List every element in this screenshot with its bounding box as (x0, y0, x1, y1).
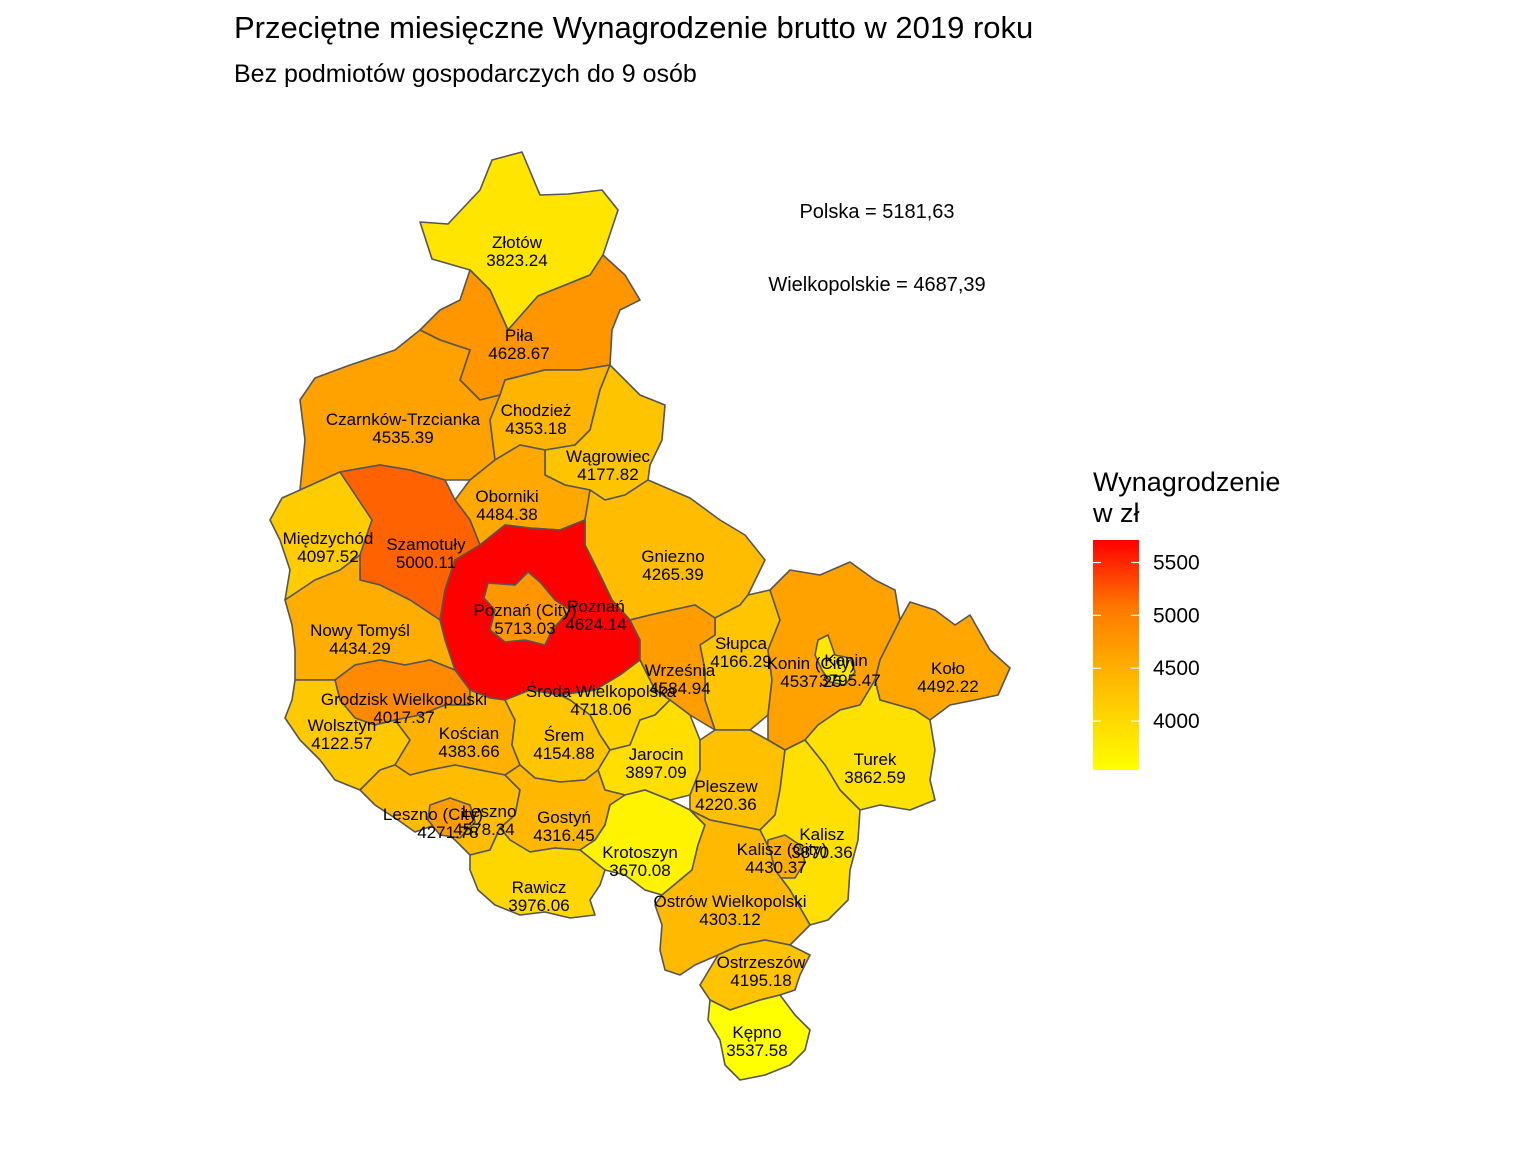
region-value: 4220.36 (695, 795, 756, 814)
region-label: Konin (City) (767, 654, 856, 673)
region-value: 4628.67 (488, 344, 549, 363)
region-value: 4122.57 (311, 734, 372, 753)
region-value: 4265.39 (642, 565, 703, 584)
region-value: 4484.38 (476, 505, 537, 524)
region-value: 4303.12 (699, 910, 760, 929)
region-label: Pleszew (694, 777, 758, 796)
region-ostrow-wielkopolski (654, 809, 811, 976)
region-value: 3795.47 (819, 671, 880, 690)
region-value: 4492.22 (917, 677, 978, 696)
legend-tick-label: 5500 (1153, 552, 1200, 575)
region-label: Kościan (439, 724, 499, 743)
map-regions (269, 151, 1011, 1081)
region-value: 4578.34 (453, 820, 514, 839)
region-value: 4353.18 (505, 419, 566, 438)
region-value: 4195.18 (730, 971, 791, 990)
region-value: 4535.39 (372, 428, 433, 447)
region-label: Złotów (492, 233, 543, 252)
region-value: 4624.14 (565, 615, 626, 634)
region-label: Grodzisk Wielkopolski (321, 690, 487, 709)
region-value: 4383.66 (438, 742, 499, 761)
region-value: 4271.78 (417, 823, 478, 842)
region-label: Szamotuły (386, 535, 466, 554)
region-label: Gniezno (641, 547, 704, 566)
region-label: Leszno (462, 802, 517, 821)
region-label: Leszno (City) (383, 805, 483, 824)
region-value: 4537.25 (780, 672, 841, 691)
region-label: Wolsztyn (308, 716, 377, 735)
region-label: Ostrzeszów (717, 953, 807, 972)
region-value: 3862.59 (844, 768, 905, 787)
region-value: 3670.08 (609, 861, 670, 880)
region-label: Oborniki (475, 487, 538, 506)
legend-title-line2: w zł (1092, 498, 1140, 528)
region-value: 4584.94 (649, 679, 710, 698)
region-value: 5713.03 (494, 619, 555, 638)
region-value: 4097.52 (297, 547, 358, 566)
region-label: Konin (824, 651, 867, 670)
region-value: 3897.09 (625, 763, 686, 782)
legend-colorbar (1093, 540, 1139, 770)
region-label: Nowy Tomyśl (310, 621, 410, 640)
map-subtitle: Bez podmiotów gospodarczych do 9 osób (234, 60, 697, 88)
region-labels: Złotów 3823.24 Piła 4628.67 Czarnków-Trz… (283, 233, 979, 1060)
region-label: Rawicz (512, 878, 567, 897)
region-label: Września (645, 661, 716, 680)
region-value: 3976.06 (508, 896, 569, 915)
region-label: Turek (854, 750, 897, 769)
legend-tick-label: 4500 (1153, 657, 1200, 680)
region-label: Poznań (567, 597, 625, 616)
map-title: Przeciętne miesięczne Wynagrodzenie brut… (234, 10, 1034, 45)
legend: Wynagrodzenie w zł 5500 5000 4500 4000 (1092, 467, 1280, 770)
region-label: Jarocin (629, 745, 684, 764)
region-label: Poznań (City) (474, 601, 577, 620)
region-label: Śrem (544, 726, 585, 745)
region-value: 4154.88 (533, 744, 594, 763)
region-label: Kalisz (799, 825, 844, 844)
region-value: 4718.06 (570, 700, 631, 719)
region-label: Gostyń (537, 808, 591, 827)
region-label: Wągrowiec (566, 447, 651, 466)
region-label: Czarnków-Trzcianka (326, 410, 481, 429)
region-rawicz (469, 827, 606, 919)
legend-tick-label: 4000 (1153, 710, 1200, 733)
region-label: Środa Wielkopolska (526, 682, 677, 701)
annotation-wielkopolskie: Wielkopolskie = 4687,39 (768, 274, 985, 296)
region-value: 3870.36 (791, 843, 852, 862)
region-konin-city (814, 634, 856, 686)
region-label: Chodzież (501, 401, 572, 420)
region-value: 4177.82 (577, 465, 638, 484)
region-value: 4166.29 (710, 652, 771, 671)
legend-title-line1: Wynagrodzenie (1093, 467, 1280, 497)
region-value: 3537.58 (726, 1041, 787, 1060)
region-poznan-city (483, 571, 571, 646)
region-label: Ostrów Wielkopolski (653, 892, 806, 911)
region-label: Krotoszyn (602, 843, 678, 862)
region-kepno (707, 994, 811, 1081)
region-value: 3823.24 (486, 251, 547, 270)
region-label: Kalisz (City) (737, 840, 828, 859)
region-label: Piła (505, 326, 534, 345)
region-value: 5000.11 (396, 553, 456, 572)
region-value: 4430.37 (745, 858, 806, 877)
legend-ticks: 5500 5000 4500 4000 (1093, 552, 1200, 733)
region-value: 4017.37 (373, 708, 434, 727)
region-value: 4434.29 (329, 639, 390, 658)
legend-tick-label: 5000 (1153, 604, 1200, 627)
region-label: Słupca (715, 634, 768, 653)
region-label: Kępno (732, 1023, 781, 1042)
region-value: 4316.45 (533, 826, 594, 845)
region-leszno-city (427, 797, 476, 839)
annotation-polska: Polska = 5181,63 (799, 201, 954, 223)
region-kolo (874, 601, 1011, 721)
region-label: Koło (931, 659, 965, 678)
region-label: Międzychód (283, 529, 374, 548)
